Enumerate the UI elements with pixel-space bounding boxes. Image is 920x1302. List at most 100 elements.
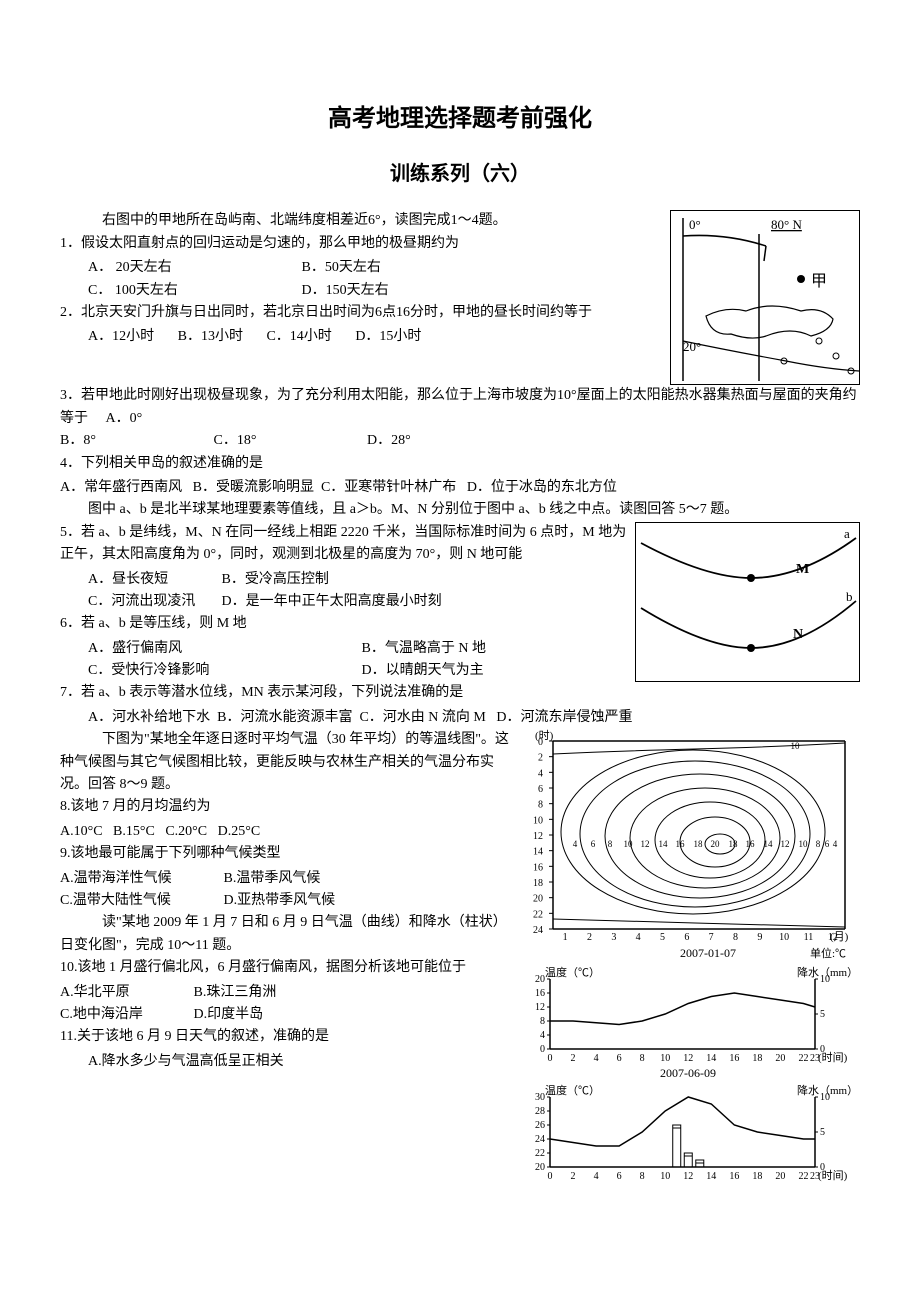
svg-text:14: 14 [659,839,669,849]
svg-text:16: 16 [729,1053,739,1064]
question-4-options: A．常年盛行西南风 B．受暖流影响明显 C．亚寒带针叶林广布 D．位于冰岛的东北… [60,477,860,499]
page-subtitle: 训练系列（六） [60,158,860,190]
svg-text:30: 30 [535,1092,545,1103]
svg-text:18: 18 [694,839,704,849]
svg-text:10: 10 [624,839,634,849]
svg-text:12: 12 [683,1053,693,1064]
svg-text:6: 6 [538,784,543,795]
figure-temp1: 温度（℃） 降水（mm） 048121620 0510 024681012141… [515,964,860,1082]
q2-opt-b: B．13小时 [178,326,243,348]
q6-opt-c: C．受快行冷锋影响 [88,660,358,682]
svg-text:20: 20 [533,894,543,905]
q2-opt-d: D．15小时 [355,326,421,348]
svg-text:6: 6 [684,932,689,943]
figure-contour: (时) 024681012141618202224 12345678910111… [515,729,860,964]
page-title: 高考地理选择题考前强化 [60,100,860,138]
intro-2: 图中 a、b 是北半球某地理要素等值线，且 a＞b。M、N 分别位于图中 a、b… [60,499,860,521]
q3-opt-d: D．28° [367,433,411,448]
map-label-jia: 甲 [811,273,827,290]
q11-opt-a: A.降水多少与气温高低呈正相关 [88,1054,284,1069]
svg-text:26: 26 [535,1120,545,1131]
svg-text:5: 5 [820,1127,825,1138]
svg-text:14: 14 [706,1053,716,1064]
curve-label-a: a [844,526,850,541]
question-1: 1．假设太阳直射点的回归运动是匀速的，那么甲地的极昼期约为 [60,233,662,255]
q10-opt-b: B.珠江三角洲 [194,985,277,1000]
temp1-xunit: (时间) [818,1051,848,1064]
svg-text:2: 2 [587,932,592,943]
q9-opt-b: B.温带季风气候 [224,871,321,886]
svg-text:12: 12 [535,1002,545,1013]
q4-opt-d: D．位于冰岛的东北方位 [467,480,617,495]
svg-text:10: 10 [820,1092,830,1103]
svg-text:14: 14 [706,1171,716,1182]
question-11: 11.关于该地 6 月 9 日天气的叙述，准确的是 [60,1026,515,1048]
svg-text:2: 2 [571,1171,576,1182]
svg-text:20: 20 [775,1171,785,1182]
question-8-options: A.10°C B.15°C C.20°C D.25°C [60,821,515,843]
temp2-ylabel: 温度（℃） [545,1083,600,1097]
question-9-options: A.温带海洋性气候 B.温带季风气候 C.温带大陆性气候 D.亚热带季风气候 [60,868,515,913]
section-8-11-text: 下图为"某地全年逐日逐时平均气温（30 年平均）的等温线图"。这种气候图与其它气… [60,729,515,1190]
svg-text:0: 0 [548,1171,553,1182]
svg-text:4: 4 [540,1030,545,1041]
q1-opt-b: B．50天左右 [302,260,381,275]
map-label-eighty: 80° N [771,217,802,232]
svg-text:10: 10 [660,1171,670,1182]
q10-opt-a: A.华北平原 [60,982,190,1004]
svg-text:18: 18 [752,1171,762,1182]
svg-text:5: 5 [660,932,665,943]
intro-3: 下图为"某地全年逐日逐时平均气温（30 年平均）的等温线图"。这种气候图与其它气… [60,729,515,796]
question-2: 2．北京天安门升旗与日出同时，若北京日出时间为6点16分时，甲地的昼长时间约等于 [60,302,662,324]
q3-opt-b: B．8° [60,430,210,452]
svg-text:8: 8 [608,839,613,849]
svg-text:2: 2 [538,753,543,764]
contour-xunit: (月) [830,931,849,943]
svg-text:12: 12 [641,839,650,849]
svg-text:8: 8 [640,1171,645,1182]
q8-opt-d: D.25°C [218,824,261,839]
svg-text:22: 22 [535,1148,545,1159]
svg-text:28: 28 [535,1106,545,1117]
svg-text:10: 10 [533,816,543,827]
svg-text:4: 4 [594,1053,599,1064]
svg-text:24: 24 [535,1134,545,1145]
q4-opt-a: A．常年盛行西南风 [60,480,182,495]
q4-opt-c: C．亚寒带针叶林广布 [321,480,456,495]
question-2-options: A．12小时 B．13小时 C．14小时 D．15小时 [60,326,662,348]
figure-map: 0° 80° N 甲 20° [670,210,860,385]
q6-opt-a: A．盛行偏南风 [88,638,358,660]
section-1-4: 右图中的甲地所在岛屿南、北端纬度相差近6°，读图完成1～4题。 1．假设太阳直射… [60,210,860,385]
q5-opt-d: D．是一年中正午太阳高度最小时刻 [222,594,442,609]
figure-map-container: 0° 80° N 甲 20° [662,210,860,385]
svg-text:24: 24 [533,925,543,936]
svg-text:10: 10 [799,839,809,849]
svg-text:16: 16 [746,839,756,849]
q9-opt-d: D.亚热带季风气候 [224,893,336,908]
curve-label-b: b [846,589,853,604]
svg-text:12: 12 [533,831,543,842]
question-3-options: B．8° C．18° D．28° [60,430,860,452]
contour-unit: 单位:℃ [810,946,846,960]
figure-temp2: 温度（℃） 降水（mm） 202224262830 0510 024681012… [515,1082,860,1190]
svg-text:4: 4 [594,1171,599,1182]
curve-label-m: M [796,562,809,577]
contour-date: 2007-01-07 [680,946,736,960]
section-8-11: 下图为"某地全年逐日逐时平均气温（30 年平均）的等温线图"。这种气候图与其它气… [60,729,860,1190]
svg-text:0: 0 [538,737,543,748]
svg-text:10: 10 [820,974,830,985]
q1-opt-c: C． 100天左右 [88,280,298,302]
q8-opt-c: C.20°C [165,824,207,839]
q1-opt-a: A． 20天左右 [88,257,298,279]
q2-opt-a: A．12小时 [88,326,154,348]
q5-opt-a: A．昼长夜短 [88,569,218,591]
question-6-options: A．盛行偏南风 B．气温略高于 N 地 C．受快行冷锋影响 D．以晴朗天气为主 [60,638,627,683]
svg-text:6: 6 [825,839,830,849]
svg-text:8: 8 [640,1053,645,1064]
q10-opt-d: D.印度半岛 [194,1007,264,1022]
q10-opt-c: C.地中海沿岸 [60,1004,190,1026]
question-10-options: A.华北平原 B.珠江三角洲 C.地中海沿岸 D.印度半岛 [60,982,515,1027]
svg-text:3: 3 [611,932,616,943]
question-7: 7．若 a、b 表示等潜水位线，MN 表示某河段，下列说法准确的是 [60,682,860,704]
svg-text:6: 6 [617,1053,622,1064]
